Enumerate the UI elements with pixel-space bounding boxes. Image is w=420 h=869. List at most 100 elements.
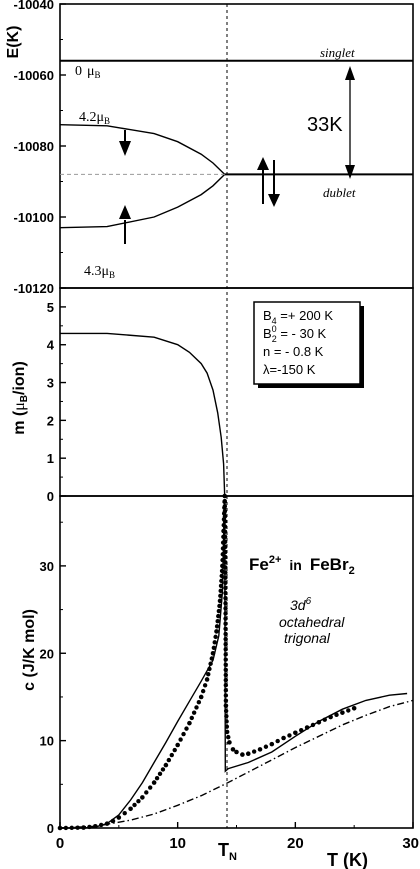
dublet-label: dublet — [323, 185, 356, 200]
experimental-point — [144, 790, 149, 795]
y-tick-label: -10060 — [14, 68, 54, 83]
experimental-point — [202, 683, 208, 688]
experimental-point — [251, 749, 257, 754]
experimental-point — [310, 722, 316, 728]
experimental-point — [128, 806, 133, 812]
panel-moment-yticks: 0 1 2 3 4 5 — [47, 300, 55, 504]
experimental-point — [222, 534, 228, 539]
svg-text:octahedral: octahedral — [279, 614, 345, 630]
series-line-branch-0 — [60, 332, 226, 497]
experimental-point — [234, 749, 239, 755]
experimental-point — [223, 642, 228, 647]
panel-heat-xticks: 0 10 20 30 — [56, 822, 419, 852]
y-tick-label: 2 — [47, 413, 54, 428]
experimental-point — [207, 666, 212, 672]
experimental-point — [223, 606, 228, 611]
gap-arrow — [345, 66, 355, 179]
parameter-box: B4 =+ 200 KB0 2 = - 30 Kn = - 0.8 K λ=-150… — [253, 301, 364, 388]
experimental-point — [222, 509, 228, 514]
experimental-point — [218, 588, 223, 594]
experimental-point — [178, 737, 183, 742]
experimental-point — [269, 741, 275, 747]
y-tick-label: 3 — [47, 376, 54, 391]
gap-label: 33K — [307, 114, 343, 136]
experimental-point — [322, 717, 327, 722]
experimental-point — [222, 498, 227, 504]
param-list: B4 =+ 200 KB0 2 = - 30 Kn = - 0.8 K λ=-150… — [263, 308, 333, 377]
experimental-point — [222, 514, 228, 519]
experimental-point — [210, 650, 216, 656]
singlet-label: singlet — [320, 45, 355, 60]
experimental-point — [69, 825, 74, 830]
experimental-point — [351, 706, 357, 711]
experimental-point — [163, 762, 169, 768]
y-tick-label: 4 — [47, 338, 55, 353]
spin-down-arrow — [119, 130, 131, 156]
panel-heat: 0 10 20 30 0 10 20 30 c (J/K mol) T (K) TN Fe2… — [21, 493, 419, 869]
experimental-point — [140, 795, 145, 800]
heat-xlabel: T (K) — [327, 850, 368, 869]
experimental-point — [148, 785, 153, 790]
experimental-point — [223, 554, 228, 560]
experimental-point — [275, 738, 280, 744]
panel-heat-yticks: 0 10 20 30 — [40, 559, 54, 836]
experimental-point — [293, 730, 298, 736]
svg-text:trigonal: trigonal — [284, 630, 331, 646]
experimental-point — [287, 733, 292, 738]
experimental-point — [222, 529, 228, 534]
experimental-point — [217, 603, 222, 609]
experimental-point — [154, 776, 160, 781]
experimental-point — [136, 799, 141, 804]
y-tick-label: -10120 — [14, 281, 54, 296]
experimental-point — [224, 719, 229, 724]
experimental-point — [191, 710, 197, 715]
param-line: B4 =+ 200 K — [263, 308, 333, 326]
material-label: Fe2+ in FeBr2 3d6 octahedral trigonal — [249, 554, 355, 646]
series-line-branch-3 — [59, 173, 226, 229]
experimental-point — [181, 731, 186, 737]
y-tick-label: 20 — [40, 646, 54, 661]
experimental-point — [245, 751, 251, 757]
experimental-point — [206, 672, 211, 677]
experimental-point — [212, 640, 217, 645]
experimental-point — [224, 713, 229, 719]
experimental-point — [196, 699, 202, 705]
experimental-point — [299, 727, 304, 733]
experimental-point — [334, 712, 339, 718]
experimental-point — [200, 688, 206, 694]
moment-ylabel: m (μB/ion) — [11, 361, 30, 435]
panel-moment: 0 1 2 3 4 5 m (μB/ion) B4 =+ 200 KB0 2 = - 30 … — [11, 287, 414, 504]
experimental-point — [222, 539, 228, 545]
experimental-point — [209, 656, 214, 661]
svg-text:3d6: 3d6 — [290, 596, 312, 613]
experimental-point — [340, 710, 345, 715]
experimental-point — [223, 570, 228, 575]
experimental-point — [122, 810, 127, 816]
experimental-point — [187, 720, 192, 726]
panel-heat-plot — [57, 493, 414, 831]
experimental-point — [304, 725, 310, 730]
experimental-point — [230, 747, 236, 752]
experimental-point — [208, 661, 213, 666]
experimental-point — [216, 608, 222, 614]
y-tick-label: -10100 — [14, 210, 54, 225]
experimental-point — [219, 578, 224, 584]
experimental-point — [240, 752, 245, 757]
panel-energy-plot — [59, 3, 414, 289]
experimental-point — [175, 742, 180, 748]
experimental-point — [218, 593, 223, 599]
experimental-point — [227, 740, 232, 745]
x-tick-label: 20 — [287, 835, 304, 852]
series-line-dash-dot — [59, 699, 414, 829]
experimental-point — [223, 703, 229, 708]
spin-up-arrow — [119, 205, 131, 244]
experimental-point — [216, 613, 221, 619]
experimental-point — [214, 629, 219, 634]
moment-upper-label: 4.2μB — [79, 110, 110, 126]
energy-ylabel: E(K) — [5, 26, 22, 59]
y-tick-label: 1 — [47, 451, 54, 466]
experimental-point — [263, 744, 269, 749]
y-tick-label: -10040 — [14, 0, 54, 12]
experimental-point — [257, 747, 263, 752]
